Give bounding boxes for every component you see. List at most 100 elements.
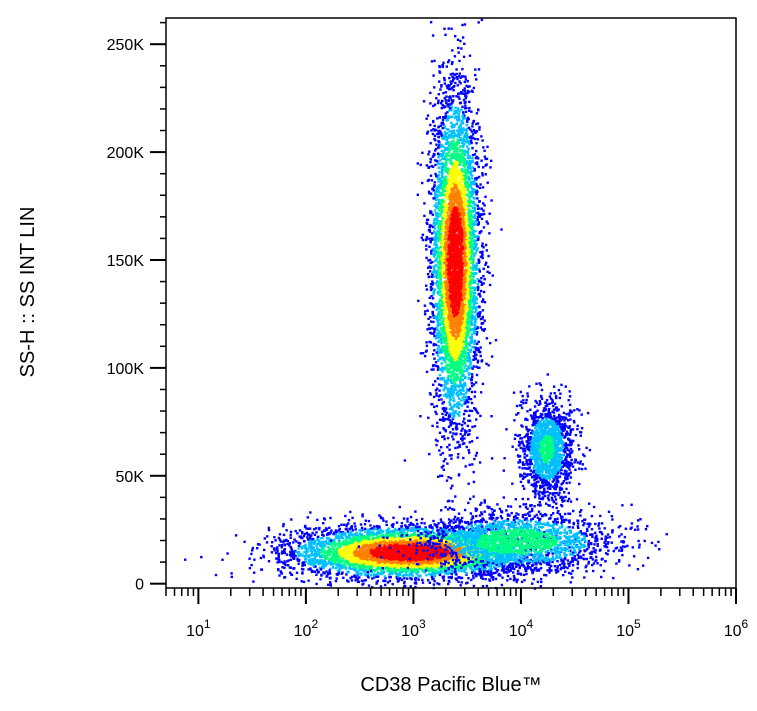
data-point <box>450 152 453 156</box>
data-point <box>434 337 438 340</box>
data-point <box>473 230 476 233</box>
data-point <box>477 207 481 210</box>
data-point <box>441 137 444 140</box>
data-point <box>462 180 465 183</box>
data-point <box>460 203 463 207</box>
data-point <box>453 265 457 269</box>
data-point <box>475 305 478 309</box>
data-point <box>467 224 471 227</box>
data-point <box>457 228 460 231</box>
data-point <box>441 152 444 156</box>
data-point <box>462 162 466 165</box>
data-point <box>465 161 468 165</box>
data-point <box>448 191 451 194</box>
data-point <box>488 283 492 287</box>
data-point <box>429 393 432 396</box>
data-point <box>468 90 471 94</box>
data-point <box>469 336 472 339</box>
data-point <box>479 317 483 321</box>
data-point <box>433 227 437 230</box>
data-point <box>446 379 449 383</box>
data-point <box>480 283 483 286</box>
data-point <box>432 320 435 324</box>
data-point <box>457 220 460 223</box>
data-point <box>432 248 435 252</box>
data-point <box>439 327 443 330</box>
data-point <box>449 421 452 424</box>
data-point <box>444 208 448 212</box>
data-point <box>475 211 478 215</box>
data-point <box>468 109 471 112</box>
data-point <box>465 95 468 98</box>
data-point <box>466 92 469 95</box>
data-point <box>442 394 446 397</box>
data-point <box>467 326 470 329</box>
data-point <box>466 348 470 351</box>
data-point <box>473 215 476 219</box>
data-point <box>473 209 476 213</box>
data-point <box>462 170 466 173</box>
data-point <box>429 123 432 127</box>
data-point <box>430 129 433 132</box>
data-point <box>481 315 484 319</box>
data-point <box>457 363 461 366</box>
data-point <box>463 189 467 192</box>
data-point <box>494 339 498 342</box>
data-point <box>473 208 477 211</box>
data-point <box>443 408 446 412</box>
data-point <box>470 287 473 290</box>
data-point <box>427 190 431 193</box>
data-point <box>481 242 484 245</box>
data-point <box>450 146 454 149</box>
data-point <box>438 65 441 69</box>
data-point <box>452 176 455 179</box>
data-point <box>457 202 461 205</box>
data-point <box>476 197 479 200</box>
data-point <box>451 275 455 278</box>
data-point <box>448 220 451 223</box>
data-point <box>467 373 470 376</box>
data-point <box>461 386 464 389</box>
data-point <box>453 264 456 267</box>
data-point <box>476 138 480 141</box>
data-point <box>455 358 458 361</box>
data-point <box>450 261 453 265</box>
data-point <box>467 401 470 404</box>
data-point <box>439 275 442 278</box>
data-point <box>441 308 444 311</box>
data-point <box>477 165 480 169</box>
data-point <box>465 219 469 222</box>
data-point <box>459 305 462 308</box>
data-point <box>460 346 463 349</box>
data-point <box>474 327 478 331</box>
data-point <box>465 208 469 211</box>
data-point <box>485 261 488 264</box>
data-point <box>444 196 447 199</box>
data-point <box>463 230 466 233</box>
data-point <box>454 410 457 413</box>
data-point <box>440 172 444 175</box>
data-point <box>435 326 438 330</box>
data-point <box>472 264 475 267</box>
data-point <box>450 167 454 170</box>
data-point <box>436 212 439 215</box>
data-point <box>443 259 446 262</box>
data-point <box>442 163 445 166</box>
data-point <box>439 232 442 236</box>
data-point <box>440 162 444 166</box>
data-point <box>432 342 436 346</box>
data-point <box>443 237 447 241</box>
data-point <box>436 280 439 284</box>
data-point <box>472 119 476 123</box>
data-point <box>432 221 435 225</box>
data-point <box>449 305 453 308</box>
data-point <box>437 350 440 354</box>
data-point <box>452 273 455 276</box>
data-point <box>476 185 479 188</box>
data-point <box>471 191 475 194</box>
data-point <box>425 117 428 120</box>
data-point <box>471 206 475 209</box>
data-point <box>479 391 483 394</box>
data-point <box>467 259 470 262</box>
data-point <box>457 108 460 111</box>
